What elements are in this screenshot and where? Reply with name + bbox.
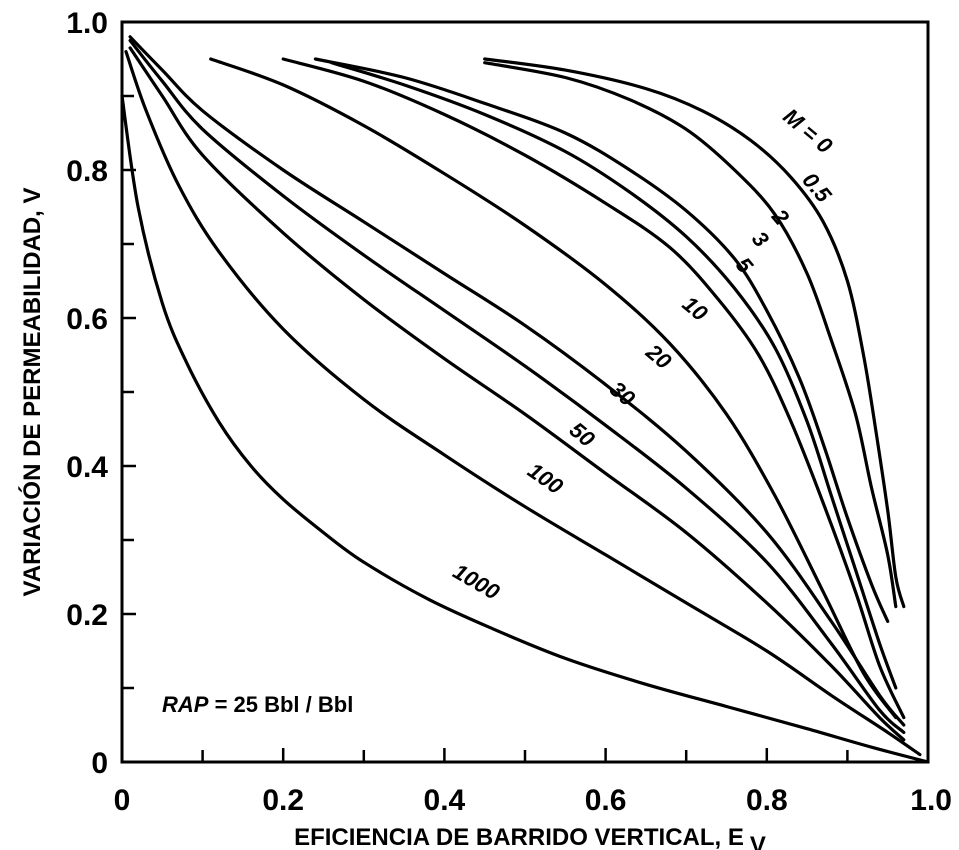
curve-label: 100 — [523, 458, 568, 500]
rap-annotation: RAP = 25 Bbl / Bbl — [162, 692, 353, 717]
x-tick-label: 1.0 — [910, 784, 952, 817]
series-line — [209, 57, 898, 720]
y-tick-label: 0.2 — [66, 599, 108, 632]
rap-annotation-italic: RAP — [162, 692, 209, 717]
series-line — [281, 57, 906, 720]
series-line — [128, 35, 906, 727]
series-line — [128, 38, 906, 734]
curve-label: 0.5 — [797, 168, 836, 208]
tick-labels: 0 0.2 0.4 0.6 0.8 1.0 0 0.2 0.4 0.6 0.8 1.0 — [66, 7, 952, 817]
y-tick-label: 0.8 — [66, 155, 108, 188]
series-line — [483, 61, 898, 609]
y-tick-label: 0.6 — [66, 303, 108, 336]
series-line — [124, 50, 922, 757]
x-axis-title: EFICIENCIA DE BARRIDO VERTICAL, E V — [294, 824, 766, 850]
y-tick-label: 0.4 — [66, 451, 108, 484]
x-tick-label: 0.2 — [262, 784, 304, 817]
chart-curves — [120, 35, 930, 764]
curve-label: 1000 — [449, 559, 505, 606]
x-tick-label: 0.4 — [424, 784, 466, 817]
y-axis-title: VARIACIÓN DE PERMEABILIDAD, V — [18, 188, 46, 597]
x-axis-title-main: EFICIENCIA DE BARRIDO VERTICAL, E — [294, 824, 744, 850]
series-line — [120, 94, 930, 764]
series-line — [313, 57, 890, 623]
x-tick-label: 0.8 — [746, 784, 788, 817]
y-tick-label: 1.0 — [66, 7, 108, 40]
rap-annotation-text: = 25 Bbl / Bbl — [208, 692, 353, 717]
x-tick-label: 0 — [114, 784, 131, 817]
series-line — [128, 46, 906, 742]
y-tick-label: 0 — [91, 747, 108, 780]
curve-label: 10 — [678, 291, 713, 326]
series-line — [330, 61, 898, 690]
x-tick-label: 0.6 — [585, 784, 627, 817]
curve-label: M = 0 — [779, 103, 838, 158]
x-axis-title-subscript: V — [750, 832, 766, 850]
plot-frame — [120, 20, 930, 764]
series-line — [483, 57, 906, 609]
curve-label: 3 — [747, 226, 774, 251]
